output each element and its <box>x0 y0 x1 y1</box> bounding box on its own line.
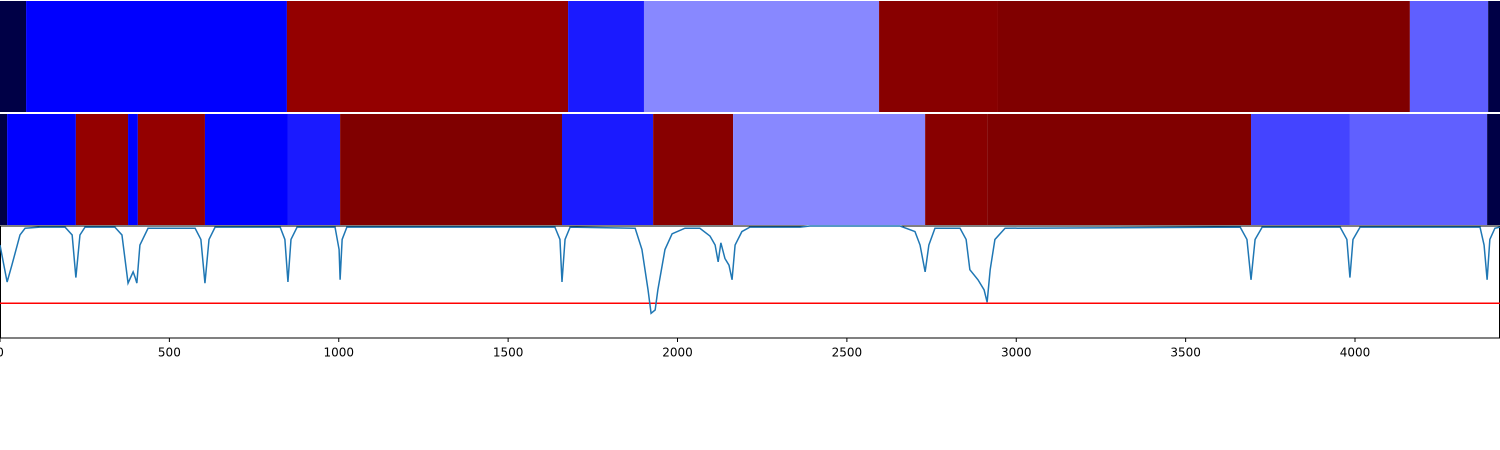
x-tick-label: 500 <box>158 346 181 360</box>
segment <box>1487 114 1500 225</box>
segment <box>987 114 1252 225</box>
plot-frame <box>0 225 1500 339</box>
x-tick-label: 1000 <box>323 346 354 360</box>
segment <box>204 114 288 225</box>
score-line <box>0 225 1500 315</box>
segment <box>0 114 8 225</box>
segment <box>26 1 287 112</box>
segment <box>733 114 926 225</box>
segment <box>879 1 998 112</box>
x-tick-label: 2500 <box>832 346 863 360</box>
segment <box>653 114 734 225</box>
segment <box>1409 1 1489 112</box>
segment <box>1251 114 1350 225</box>
segment <box>137 114 205 225</box>
segment <box>287 114 341 225</box>
segment <box>7 114 76 225</box>
x-tick-label: 2000 <box>662 346 693 360</box>
x-tick-label: 1500 <box>493 346 524 360</box>
segment <box>340 114 562 225</box>
segment <box>1488 1 1500 112</box>
x-tick-label: 4000 <box>1340 346 1371 360</box>
segment <box>0 1 27 112</box>
x-tick-label: 0 <box>0 346 4 360</box>
x-tick-label: 3500 <box>1170 346 1201 360</box>
segment <box>1349 114 1488 225</box>
x-tick-label: 3000 <box>1001 346 1032 360</box>
segment <box>997 1 1410 112</box>
segment <box>925 114 988 225</box>
segment <box>128 114 138 225</box>
segment <box>561 114 654 225</box>
segment <box>75 114 129 225</box>
segment <box>643 1 880 112</box>
segment <box>568 1 644 112</box>
segment <box>286 1 569 112</box>
